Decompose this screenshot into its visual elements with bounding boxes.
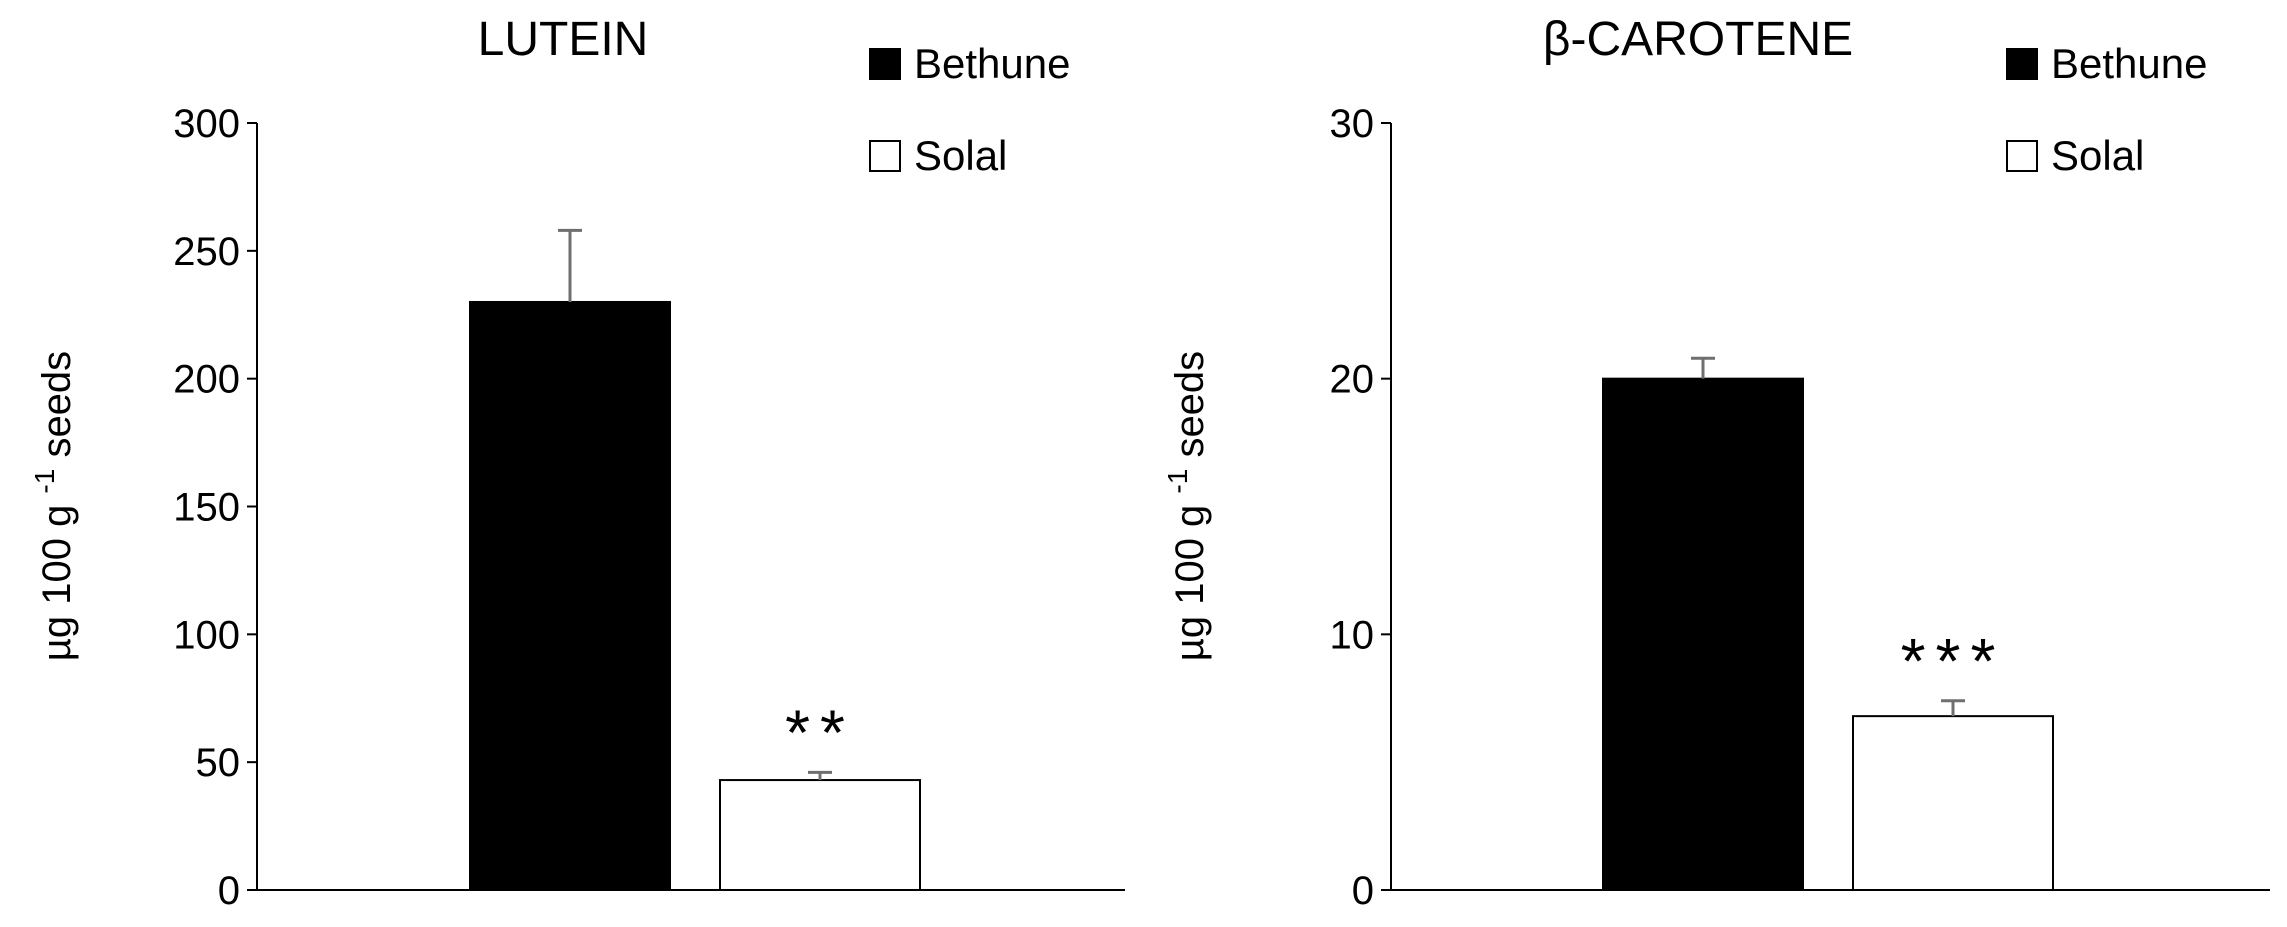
y-axis-label-unit: µg 100 g — [1168, 494, 1212, 662]
legend-label-bethune: Bethune — [914, 40, 1070, 87]
y-tick-label: 50 — [196, 741, 241, 785]
chart-panel-2: β-CAROTENE µg 100 g -1 seeds 0 10 20 30 *** Bet… — [1162, 13, 2270, 913]
legend-swatch-bethune — [869, 48, 901, 80]
y-tick-label: 250 — [173, 230, 240, 274]
bar-bethune — [469, 300, 671, 891]
significance-marker: *** — [1901, 625, 2006, 697]
y-axis-label-superscript: -1 — [29, 469, 60, 494]
y-tick-label: 0 — [218, 869, 240, 913]
chart-title: LUTEIN — [478, 13, 649, 66]
y-tick-label: 200 — [173, 358, 240, 402]
y-tick-label: 30 — [1330, 102, 1375, 146]
y-tick-label: 10 — [1330, 613, 1375, 657]
significance-marker: ** — [785, 696, 855, 768]
y-axis-label-suffix: seeds — [1168, 351, 1212, 469]
legend-label-solal: Solal — [2051, 132, 2144, 179]
y-tick-label: 100 — [173, 613, 240, 657]
y-tick-label: 300 — [173, 102, 240, 146]
legend-label-bethune: Bethune — [2051, 40, 2207, 87]
y-tick-label: 20 — [1330, 358, 1375, 402]
legend-label-solal: Solal — [914, 132, 1007, 179]
y-axis-label: µg 100 g -1 seeds — [1162, 351, 1212, 661]
y-axis-label-suffix: seeds — [35, 351, 79, 469]
y-axis-label-superscript: -1 — [1162, 469, 1193, 494]
bar-solal — [1852, 715, 2054, 891]
bar-solal — [719, 779, 921, 892]
legend-swatch-solal — [2006, 140, 2038, 172]
chart-title: β-CAROTENE — [1543, 13, 1853, 66]
legend-swatch-solal — [869, 140, 901, 172]
chart-panel-1: LUTEIN µg 100 g -1 seeds 0 50 100 150 200 250 30… — [29, 13, 1125, 913]
y-tick-label: 0 — [1352, 869, 1374, 913]
bar-bethune — [1602, 377, 1804, 891]
legend-swatch-bethune — [2006, 48, 2038, 80]
y-tick-label: 150 — [173, 486, 240, 530]
y-axis-label: µg 100 g -1 seeds — [29, 351, 79, 661]
y-axis-label-unit: µg 100 g — [35, 494, 79, 662]
